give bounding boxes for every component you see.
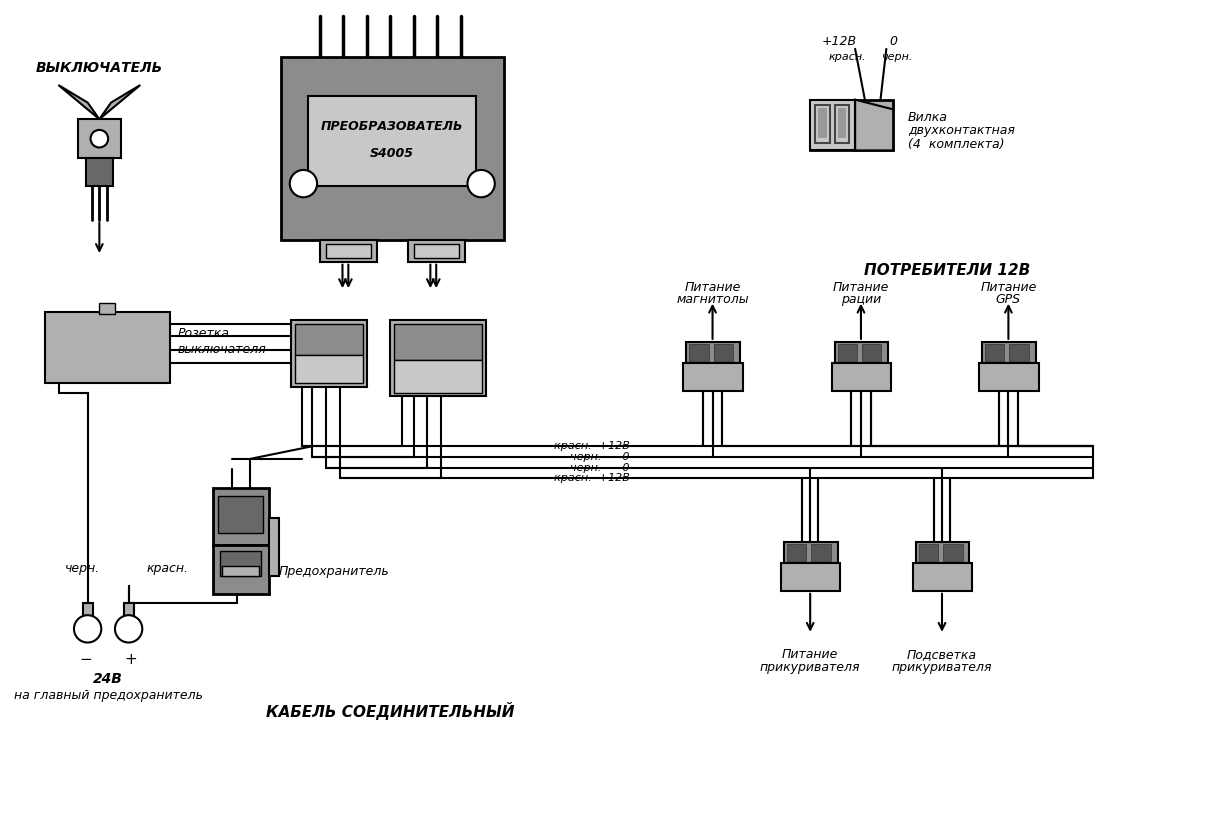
Bar	[281, 57, 504, 240]
Bar	[818, 108, 827, 138]
Circle shape	[74, 615, 101, 642]
Bar	[784, 542, 838, 563]
Circle shape	[290, 170, 317, 197]
Text: Питание: Питание	[684, 280, 740, 294]
Bar	[270, 518, 278, 576]
Text: Питание: Питание	[782, 648, 838, 661]
Bar	[100, 303, 115, 314]
Bar	[294, 355, 363, 383]
Bar	[838, 344, 857, 361]
Text: красн.: красн.	[828, 52, 866, 62]
Text: S4005: S4005	[371, 146, 414, 160]
Bar	[984, 344, 1004, 361]
Text: красн.  +12В: красн. +12В	[553, 473, 630, 483]
Bar	[816, 106, 829, 142]
Text: 24В: 24В	[94, 671, 123, 686]
Bar	[913, 563, 972, 591]
Text: 0: 0	[890, 35, 897, 47]
Text: КАБЕЛЬ СОЕДИНИТЕЛЬНЫЙ: КАБЕЛЬ СОЕДИНИТЕЛЬНЫЙ	[266, 702, 515, 720]
Bar	[787, 544, 806, 562]
Text: на главный предохранитель: на главный предохранитель	[14, 689, 202, 701]
Text: (4  комплекта): (4 комплекта)	[908, 138, 1004, 151]
Bar	[1009, 344, 1029, 361]
Bar	[811, 544, 830, 562]
Text: рации: рации	[840, 294, 881, 306]
Text: GPS: GPS	[995, 294, 1021, 306]
Bar	[83, 603, 92, 617]
Bar	[684, 364, 743, 390]
Text: Вилка: Вилка	[908, 111, 947, 124]
Text: Питание: Питание	[981, 280, 1036, 294]
Text: красн.  +12В: красн. +12В	[553, 441, 630, 451]
Bar	[123, 603, 133, 617]
Bar	[942, 544, 962, 562]
Text: +: +	[124, 651, 137, 666]
Bar	[832, 364, 891, 390]
Text: двухконтактная: двухконтактная	[908, 125, 1015, 137]
Bar	[713, 344, 733, 361]
Bar	[862, 344, 881, 361]
Polygon shape	[855, 100, 893, 151]
Bar	[291, 320, 367, 387]
Bar	[811, 100, 893, 151]
Text: черн.: черн.	[882, 52, 914, 62]
Bar	[919, 544, 938, 562]
Text: Питание: Питание	[833, 280, 890, 294]
Bar	[811, 100, 855, 151]
Bar	[838, 108, 846, 138]
Bar	[394, 360, 482, 393]
Bar	[326, 244, 371, 258]
Bar	[320, 240, 377, 262]
Bar	[781, 563, 840, 591]
Polygon shape	[100, 85, 140, 119]
Bar	[213, 488, 270, 545]
Circle shape	[467, 170, 495, 197]
Bar	[391, 320, 485, 397]
Bar	[1009, 344, 1029, 361]
Text: Розетка: Розетка	[177, 328, 229, 340]
Bar	[223, 567, 260, 576]
Bar	[44, 313, 170, 383]
Text: черн.      0: черн. 0	[570, 452, 630, 462]
Text: красн.: красн.	[147, 562, 188, 575]
Bar	[78, 119, 121, 158]
Bar	[838, 344, 857, 361]
Bar	[394, 324, 482, 360]
Text: ПРЕОБРАЗОВАТЕЛЬ: ПРЕОБРАЗОВАТЕЛЬ	[322, 121, 463, 133]
Text: черн.: черн.	[65, 562, 100, 575]
Bar	[689, 344, 708, 361]
Text: +12В: +12В	[822, 35, 857, 47]
Text: черн.      0: черн. 0	[570, 463, 630, 473]
Bar	[408, 240, 464, 262]
Bar	[915, 542, 970, 563]
Text: Предохранитель: Предохранитель	[278, 565, 389, 577]
Bar	[221, 551, 261, 576]
Bar	[689, 344, 708, 361]
Circle shape	[91, 130, 108, 147]
Bar	[686, 342, 740, 364]
Bar	[979, 364, 1039, 390]
Text: ПОТРЕБИТЕЛИ 12В: ПОТРЕБИТЕЛИ 12В	[864, 263, 1030, 278]
Text: прикуривателя: прикуривателя	[760, 661, 860, 675]
Bar	[834, 342, 888, 364]
Bar	[213, 545, 270, 594]
Bar	[862, 344, 881, 361]
Text: ВЫКЛЮЧАТЕЛЬ: ВЫКЛЮЧАТЕЛЬ	[36, 62, 163, 76]
Bar	[414, 244, 458, 258]
Bar	[308, 96, 477, 186]
Bar	[86, 158, 113, 186]
Bar	[834, 106, 849, 142]
Text: −: −	[79, 651, 92, 666]
Bar	[294, 324, 363, 355]
Text: выключателя: выключателя	[177, 343, 266, 356]
Text: прикуривателя: прикуривателя	[892, 661, 992, 675]
Bar	[713, 344, 733, 361]
Polygon shape	[58, 85, 100, 119]
Bar	[982, 342, 1036, 364]
Circle shape	[115, 615, 143, 642]
Text: магнитолы: магнитолы	[676, 294, 749, 306]
Bar	[218, 496, 264, 533]
Text: Подсветка: Подсветка	[907, 648, 977, 661]
Bar	[984, 344, 1004, 361]
